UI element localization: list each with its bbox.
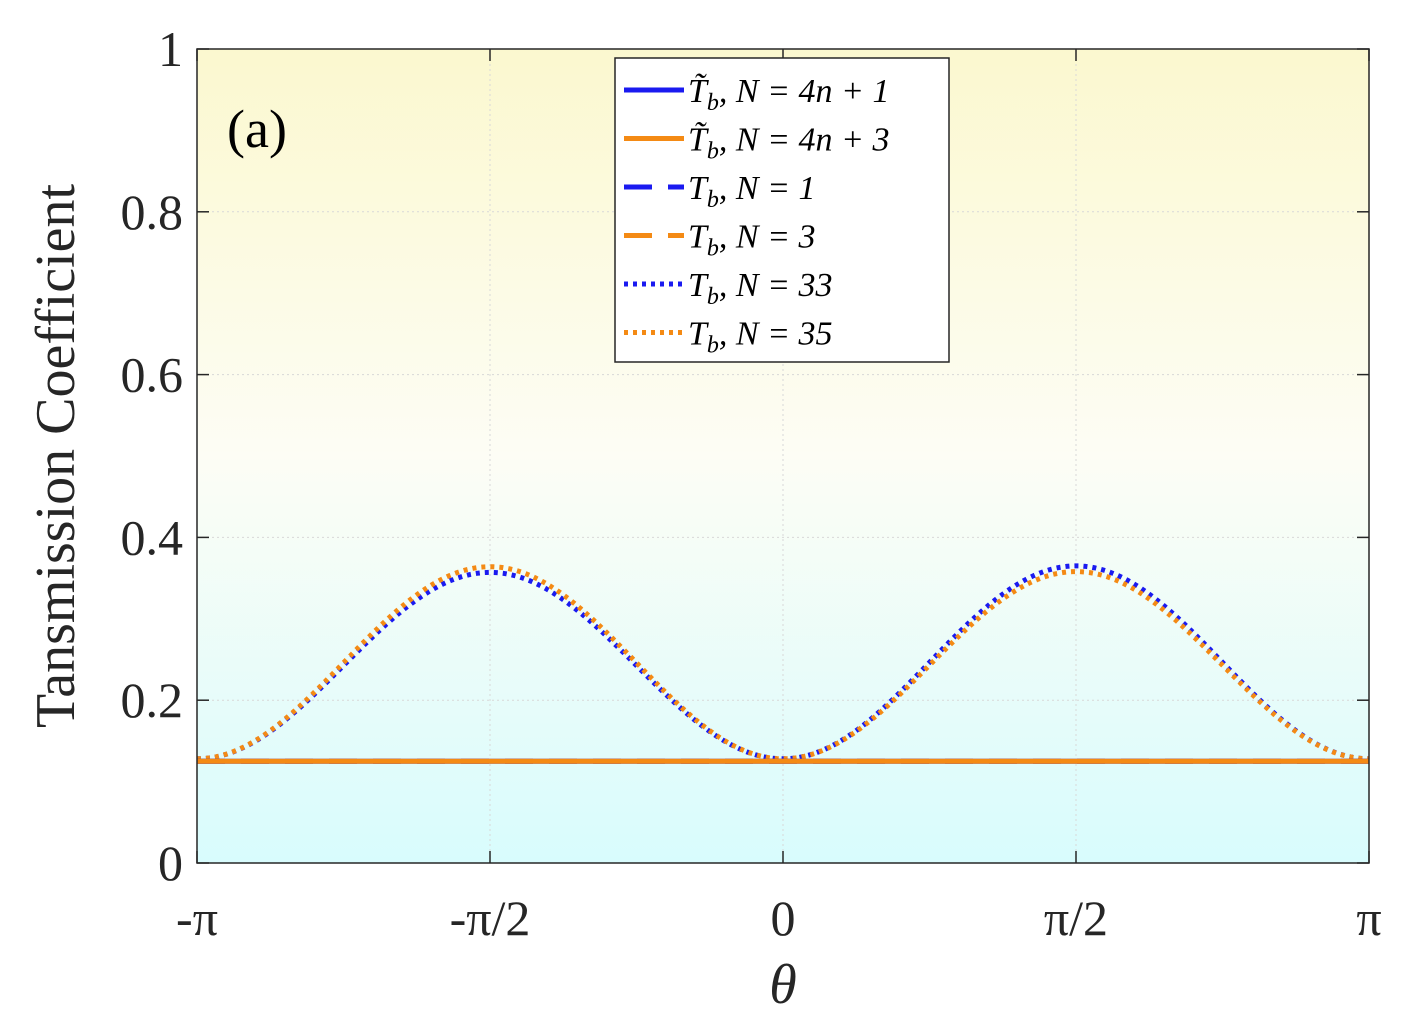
y-tick-label: 1 <box>158 21 183 77</box>
y-tick-label: 0.2 <box>121 672 184 728</box>
x-tick-label: -π <box>176 890 218 946</box>
x-tick-label: 0 <box>771 890 796 946</box>
y-tick-label: 0.6 <box>121 347 184 403</box>
x-tick-label: π <box>1356 890 1381 946</box>
x-tick-labels: -π -π/2 0 π/2 π <box>176 890 1382 946</box>
legend-box <box>614 57 950 363</box>
x-tick-label: π/2 <box>1044 890 1108 946</box>
legend-entry: T̃b, N = 4n + 1 <box>688 72 890 116</box>
legend-entry: Tb, N = 33 <box>688 267 833 310</box>
legend-entry: Tb, N = 1 <box>688 170 816 213</box>
y-axis-title: Tansmission Coefficient <box>25 184 87 729</box>
y-tick-label: 0 <box>158 835 183 891</box>
y-tick-label: 0.8 <box>121 184 184 240</box>
y-tick-labels: 0 0.2 0.4 0.6 0.8 1 <box>121 21 184 891</box>
legend-entry: Tb, N = 35 <box>688 316 833 359</box>
y-tick-label: 0.4 <box>121 509 184 565</box>
axis-ticks <box>196 48 1370 864</box>
legend-entry: T̃b, N = 4n + 3 <box>688 121 890 165</box>
legend: T̃b, N = 4n + 1 T̃b, N = 4n + 3 Tb, N = 1 T… <box>614 57 950 363</box>
legend-entry: Tb, N = 3 <box>688 219 816 262</box>
x-axis-title: θ <box>769 954 797 1015</box>
series-lines <box>197 563 1369 764</box>
panel-label: (a) <box>227 99 287 159</box>
x-tick-label: -π/2 <box>450 890 531 946</box>
